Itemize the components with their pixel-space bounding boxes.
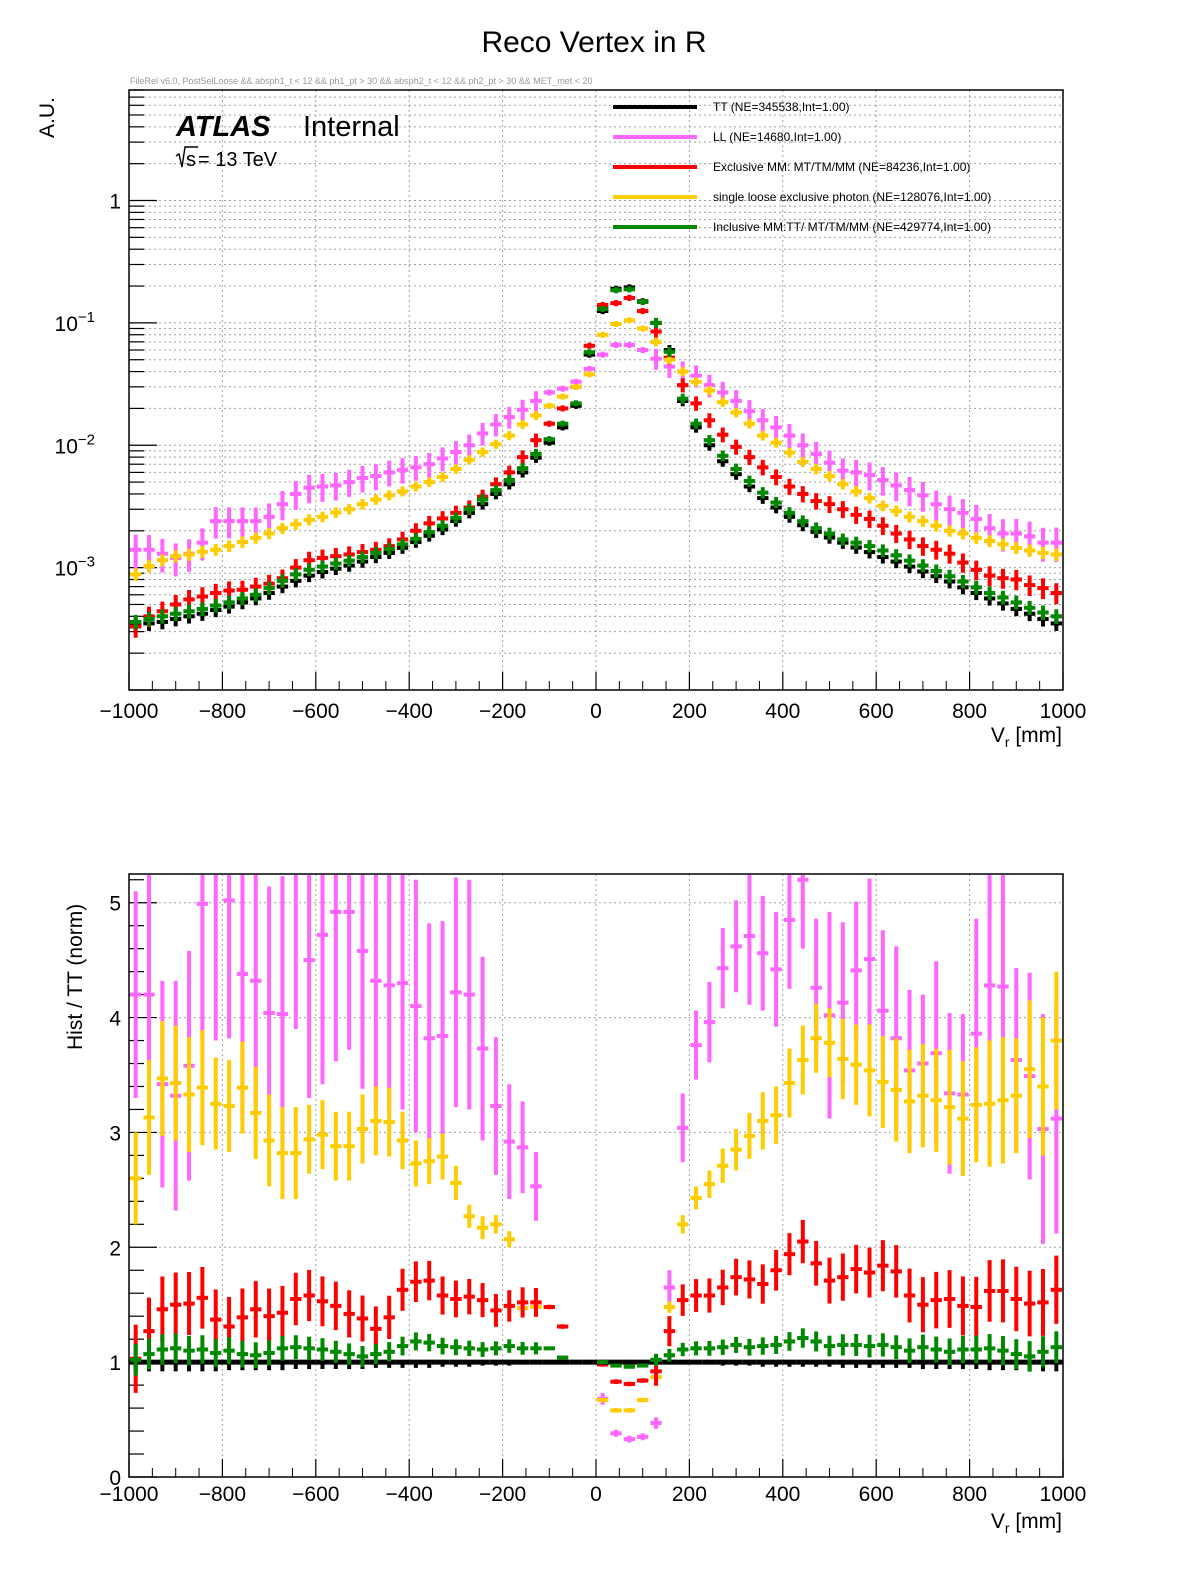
top-series-3: [130, 317, 1062, 581]
bottom-x-tick-label: −200: [479, 1483, 526, 1506]
top-panel: −1000 −800 −600 −400 −200 0 200 400 600 800 1000 1…: [36, 89, 1087, 750]
bottom-x-tick-label: 800: [952, 1483, 987, 1506]
top-x-tick-label: 800: [952, 700, 987, 723]
top-x-tick-label: 600: [859, 700, 894, 723]
legend-entry: TT (NE=345538,Int=1.00): [713, 100, 850, 114]
bottom-y-tick-label: 4: [109, 1008, 121, 1031]
bottom-x-tick-label: −400: [386, 1483, 433, 1506]
bottom-x-tick-label: −800: [199, 1483, 246, 1506]
top-x-tick-label: −800: [199, 700, 246, 723]
bottom-panel: −1000 −800 −600 −400 −200 0 200 400 600 800 1000 0…: [64, 873, 1087, 1536]
energy-label: s = 13 TeV: [175, 146, 278, 171]
bottom-x-tick-label: 1000: [1040, 1483, 1087, 1506]
top-x-tick-label: −400: [386, 700, 433, 723]
bottom-series-3: [130, 971, 1062, 1413]
legend: TT (NE=345538,Int=1.00) LL (NE=14680,Int=…: [613, 100, 991, 234]
sqrt-icon: [175, 146, 198, 168]
legend-entry: Exclusive MM: MT/TM/MM (NE=84236,Int=1.0…: [713, 160, 970, 174]
bottom-x-tick-label: 400: [765, 1483, 800, 1506]
top-x-tick-label: −600: [292, 700, 339, 723]
top-x-tick-label: 400: [765, 700, 800, 723]
bottom-x-tick-label: 600: [859, 1483, 894, 1506]
bottom-y-tick-label: 2: [109, 1237, 121, 1260]
bottom-y-axis-label: Hist / TT (norm): [64, 904, 87, 1050]
bottom-y-tick-label: 0: [109, 1467, 121, 1490]
bottom-data-points: [129, 875, 1063, 1443]
chart-title: Reco Vertex in R: [481, 26, 706, 59]
bottom-x-tick-label: −1000: [100, 1483, 159, 1506]
top-frame: [128, 89, 1064, 691]
top-x-tick-label: 1000: [1040, 700, 1087, 723]
bottom-y-tick-label: 5: [109, 893, 121, 916]
top-y-axis-label: A.U.: [36, 97, 59, 138]
legend-entry: Inclusive MM:TT/ MT/TM/MM (NE=429774,Int…: [713, 220, 991, 234]
bottom-x-tick-labels: −1000 −800 −600 −400 −200 0 200 400 600 800 1000: [100, 1483, 1087, 1506]
selection-caption: FileRel v6.0, PostSelLoose && absph1_t <…: [130, 76, 593, 86]
top-series-4: [130, 286, 1062, 630]
bottom-x-tick-label: 0: [590, 1483, 602, 1506]
top-y-tick-label: 10−1: [55, 309, 95, 336]
bottom-y-tick-label: 3: [109, 1122, 121, 1145]
bottom-series-4: [130, 1328, 1062, 1376]
bottom-y-tick-labels: 0 1 2 3 4 5: [109, 893, 121, 1490]
bottom-series-2: [130, 1219, 1062, 1393]
bottom-y-tick-label: 1: [109, 1352, 121, 1375]
top-y-tick-label: 10−2: [55, 431, 95, 458]
top-x-tick-label: 0: [590, 700, 602, 723]
top-x-tick-label: −1000: [100, 700, 159, 723]
atlas-status-label: Internal: [303, 111, 400, 143]
top-y-tick-labels: 1 10−1 10−2 10−3: [55, 191, 121, 581]
top-y-tick-label: 1: [109, 191, 121, 214]
top-x-tick-label: 200: [672, 700, 707, 723]
top-x-tick-label: −200: [479, 700, 526, 723]
bottom-x-axis-label: Vr [mm]: [991, 1510, 1062, 1536]
energy-value: = 13 TeV: [198, 149, 278, 171]
bottom-frame: [128, 873, 1064, 1478]
top-y-tick-label: 10−3: [55, 554, 95, 581]
top-data-points: [130, 284, 1062, 638]
top-x-axis-label: Vr [mm]: [991, 724, 1062, 750]
top-x-tick-labels: −1000 −800 −600 −400 −200 0 200 400 600 800 1000: [100, 700, 1087, 723]
bottom-x-tick-label: 200: [672, 1483, 707, 1506]
top-grid: [129, 89, 1063, 691]
legend-entry: LL (NE=14680,Int=1.00): [713, 130, 841, 144]
bottom-x-tick-label: −600: [292, 1483, 339, 1506]
legend-entry: single loose exclusive photon (NE=128076…: [713, 190, 991, 204]
energy-symbol: s: [186, 149, 196, 171]
atlas-label: ATLAS: [175, 111, 271, 143]
